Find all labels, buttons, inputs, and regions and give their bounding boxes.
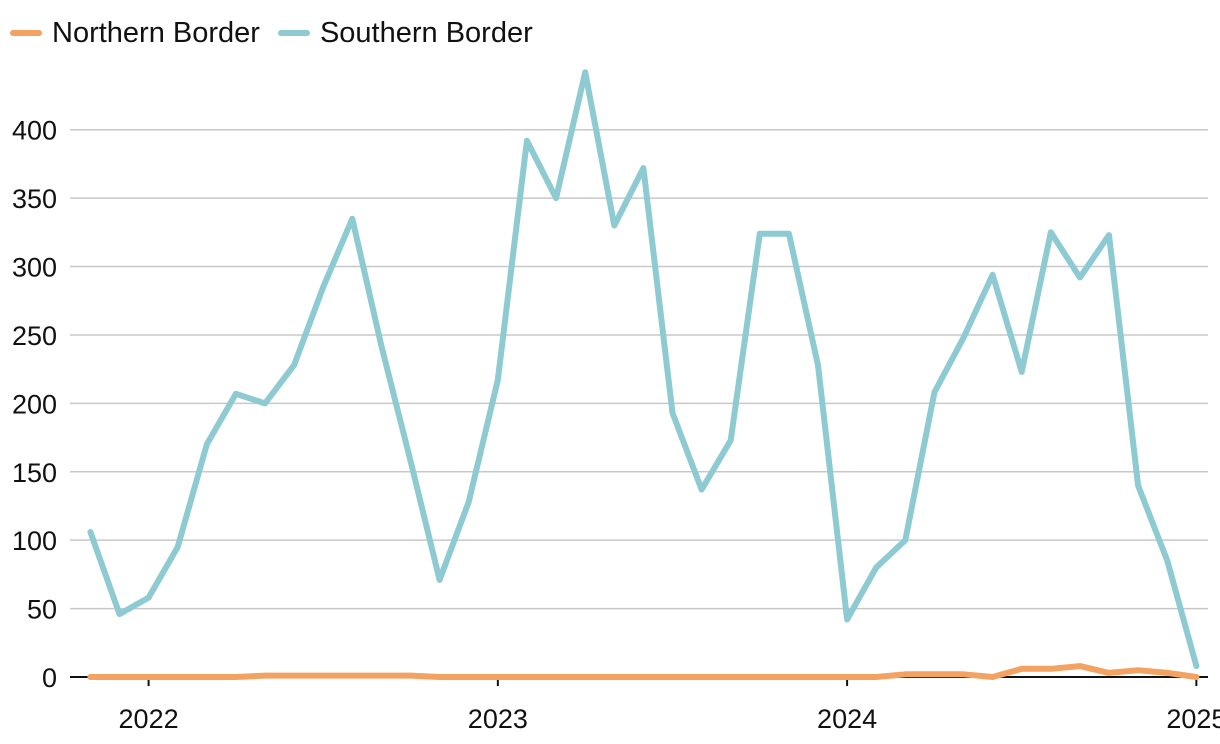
legend: Northern Border Southern Border (10, 14, 533, 52)
y-tick-label: 250 (12, 321, 57, 351)
y-tick-label: 150 (12, 458, 57, 488)
legend-label-northern: Northern Border (52, 17, 260, 49)
legend-item-northern: Northern Border (10, 14, 260, 52)
x-tick-label: 2025 (1166, 704, 1220, 734)
legend-swatch-southern (277, 30, 310, 36)
series-line-southern-border (87, 69, 1200, 670)
y-tick-label: 350 (12, 184, 57, 214)
y-tick-label: 200 (12, 389, 57, 419)
y-axis-ticks: 0 50 100 150 200 250 300 350 400 (12, 116, 57, 693)
x-axis-ticks: 2022 2023 2024 2025 (119, 677, 1220, 734)
legend-swatch-northern (10, 30, 42, 36)
y-tick-label: 300 (12, 253, 57, 283)
series-layer (87, 69, 1200, 680)
grid-layer (70, 128, 1208, 678)
legend-item-southern: Southern Border (277, 14, 533, 52)
series-line-northern-border (87, 663, 1200, 680)
x-tick-label: 2022 (119, 704, 179, 734)
y-tick-label: 50 (27, 595, 57, 625)
x-tick-label: 2023 (468, 704, 528, 734)
y-tick-label: 400 (12, 116, 57, 146)
legend-label-southern: Southern Border (319, 17, 533, 49)
y-tick-label: 100 (12, 526, 57, 556)
y-tick-label: 0 (42, 663, 57, 693)
x-tick-label: 2024 (817, 704, 877, 734)
